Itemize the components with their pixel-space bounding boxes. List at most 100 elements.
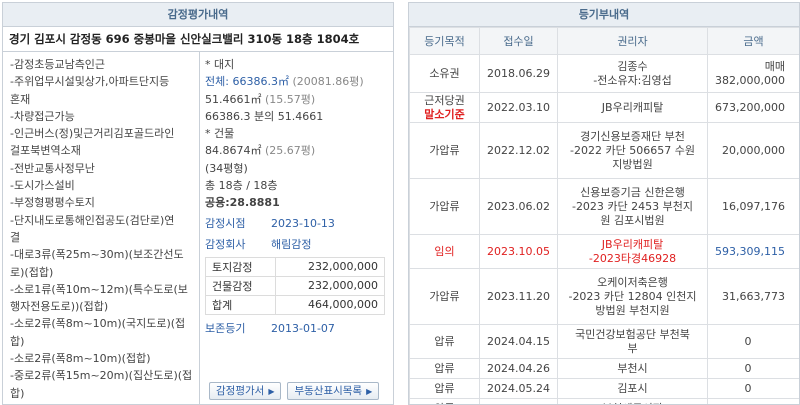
appraisal-report-button[interactable]: 감정평가서 ▶ <box>209 382 282 400</box>
cell-purpose: 압류 <box>409 358 480 379</box>
property-list-label: 부동산표시목록 <box>294 385 363 397</box>
total-label: 전체: <box>205 75 229 89</box>
cell-amount: 0 <box>707 324 799 359</box>
value-amount: 232,000,000 <box>275 256 385 277</box>
location-note: -단지내도로통해인접공도(검단로)연 <box>10 213 175 227</box>
cell-date: 2018.06.29 <box>479 54 558 93</box>
cell-date: 2024.07.16 <box>479 398 558 404</box>
header-date: 접수일 <box>479 27 558 55</box>
cell-holder: 신용보증기금 신한은행 -2023 카단 2453 부천지 원 김포시법원 <box>557 178 708 235</box>
share-area-value: 51.4661㎡ <box>205 92 262 106</box>
table-header-row: 등기목적 접수일 권리자 금액 <box>409 27 799 55</box>
purpose-text: 임의 <box>434 244 455 258</box>
location-note: -부정형평평수토지 <box>10 196 95 210</box>
cell-holder: 김포시 <box>557 378 708 399</box>
cell-date: 2023.06.02 <box>479 178 558 235</box>
value-label: 토지감정 <box>204 256 277 277</box>
cell-holder: 경기신용보증재단 부천 -2022 카단 506657 수원 지방법원 <box>557 122 708 179</box>
land-label: * 대지 <box>205 58 235 71</box>
arrow-right-icon: ▶ <box>366 387 373 396</box>
cell-purpose: 소유권 <box>409 54 480 93</box>
location-note: -중로2류(폭15m~20m)(집산도로)(접 <box>10 369 193 383</box>
location-note: -도시가스설비 <box>10 179 75 193</box>
cell-date: 2022.03.10 <box>479 92 558 123</box>
cell-date: 2023.11.20 <box>479 268 558 325</box>
appraisal-values-table: 토지감정 232,000,000 건물감정 232,000,000 합계 464… <box>204 256 385 315</box>
location-note: -전반교통사정무난 <box>10 161 95 175</box>
cell-purpose: 근저당권 말소기준 <box>409 92 480 123</box>
location-note: -인근버스(정)및근거리김포골드라인 <box>10 127 175 141</box>
purpose-text: 가압류 <box>429 143 460 157</box>
table-row: 가압류 2023.06.02 신용보증기금 신한은행 -2023 카단 2453 부… <box>409 178 799 235</box>
location-note: -차량접근가능 <box>10 109 75 123</box>
floors: 총 18층 / 18층 <box>205 179 278 193</box>
cell-amount: 20,000,000 <box>707 122 799 179</box>
header-amount: 금액 <box>707 27 799 55</box>
cell-purpose: 압류 <box>409 324 480 359</box>
table-row: 가압류 2022.12.02 경기신용보증재단 부천 -2022 카단 506657… <box>409 122 799 179</box>
property-list-button[interactable]: 부동산표시목록 ▶ <box>287 382 380 400</box>
building-area-value: 84.8674㎡ <box>205 144 262 158</box>
registry-date: 2013-01-07 <box>271 321 335 335</box>
cell-holder: 부천시 <box>557 358 708 379</box>
total-area-pyeong: (20081.86평) <box>292 75 364 89</box>
table-row: 토지감정 232,000,000 <box>204 256 385 277</box>
building-area: 84.8674㎡ (25.67평) <box>205 142 391 159</box>
table-row: 합계 464,000,000 <box>204 294 385 315</box>
header-holder: 권리자 <box>557 27 708 55</box>
cell-holder: 부천세무서장 <box>557 398 708 404</box>
cell-amount: 593,309,115 <box>707 234 799 269</box>
building-label: * 건물 <box>205 127 235 141</box>
property-info: * 대지 전체: 66386.3㎡ (20081.86평) 51.4661㎡ (… <box>204 52 391 404</box>
registry-date-row: 보존등기 2013-01-07 <box>205 319 391 338</box>
building-area-pyeong: (25.67평) <box>265 144 316 158</box>
purpose-text: 압류 <box>413 402 476 405</box>
appraisal-date: 2023-10-13 <box>271 216 335 230</box>
appraisal-date-row: 감정시점 2023-10-13 <box>205 214 391 233</box>
appraisal-company-label: 감정회사 <box>205 237 246 251</box>
cell-amount: 매매382,000,000 <box>707 54 799 93</box>
registry-table-body: 소유권 2018.06.29 김종수 -전소유자:김영섭 매매382,000,000 근… <box>409 54 799 405</box>
location-note: 합) <box>10 334 25 348</box>
cell-purpose: 가압류 <box>409 122 480 179</box>
share-area-pyeong: (15.57평) <box>265 92 316 106</box>
location-notes-list: -감정초등교남측인근 -주위업무시설및상가,아파트단지등 혼재 -차량접근가능 -인근버… <box>3 52 199 404</box>
table-row: 건물감정 232,000,000 <box>204 275 385 296</box>
table-row: 근저당권 말소기준 2022.03.10 JB우리캐피탈 673,200,000 <box>409 92 799 123</box>
total-area: 전체: 66386.3㎡ (20081.86평) <box>205 73 391 90</box>
action-buttons: 감정평가서 ▶ 부동산표시목록 ▶ <box>209 382 380 400</box>
purpose-text: 압류 <box>434 361 455 375</box>
location-note: 혼재 <box>10 92 31 106</box>
property-address: 경기 김포시 감정동 696 중봉마을 신안실크밸리 310동 18층 1804… <box>3 27 393 52</box>
cell-holder: 김종수 -전소유자:김영섭 <box>557 54 708 93</box>
appraisal-panel-title: 감정평가내역 <box>3 3 393 27</box>
location-note: -소로1류(폭10m~12m)(특수도로(보 <box>10 282 188 296</box>
cancel-basis-badge: 말소기준 <box>424 107 465 121</box>
location-note: 걸포북변역소재 <box>10 144 81 158</box>
cell-amount: 673,200,000 <box>707 92 799 123</box>
purpose-text: 소유권 <box>429 66 460 80</box>
location-note: 합) <box>10 386 25 400</box>
table-row: 소유권 2018.06.29 김종수 -전소유자:김영섭 매매382,000,000 <box>409 54 799 93</box>
registry-panel: 등기부내역 등기목적 접수일 권리자 금액 소유권 2018.06.29 김종수 -… <box>408 2 800 405</box>
location-note: 로)(접합) <box>10 265 54 279</box>
cell-date: 2024.04.15 <box>479 324 558 359</box>
cell-holder: JB우리캐피탈 <box>557 92 708 123</box>
location-note: -소로2류(폭8m~10m)(국지도로)(접 <box>10 317 186 331</box>
appraisal-report-label: 감정평가서 <box>216 385 265 397</box>
share-ratio: 66386.3 분의 51.4661 <box>205 109 324 123</box>
location-note: 결 <box>10 230 21 244</box>
purpose-text: 가압류 <box>429 199 460 213</box>
cell-date: 2023.10.05 <box>479 234 558 269</box>
cell-date: 2022.12.02 <box>479 122 558 179</box>
location-note: -소로2류(폭8m~10m)(접합) <box>10 352 151 366</box>
cell-amount: 16,097,176 <box>707 178 799 235</box>
total-area-value: 66386.3㎡ <box>232 75 289 89</box>
public-price: 공용:28.8881 <box>205 196 280 210</box>
cell-purpose: 임의 <box>409 234 480 269</box>
value-label: 합계 <box>204 294 277 315</box>
cell-date: 2024.05.24 <box>479 378 558 399</box>
cell-holder: 오케이저축은행 -2023 카단 12804 인천지 방법원 부천지원 <box>557 268 708 325</box>
